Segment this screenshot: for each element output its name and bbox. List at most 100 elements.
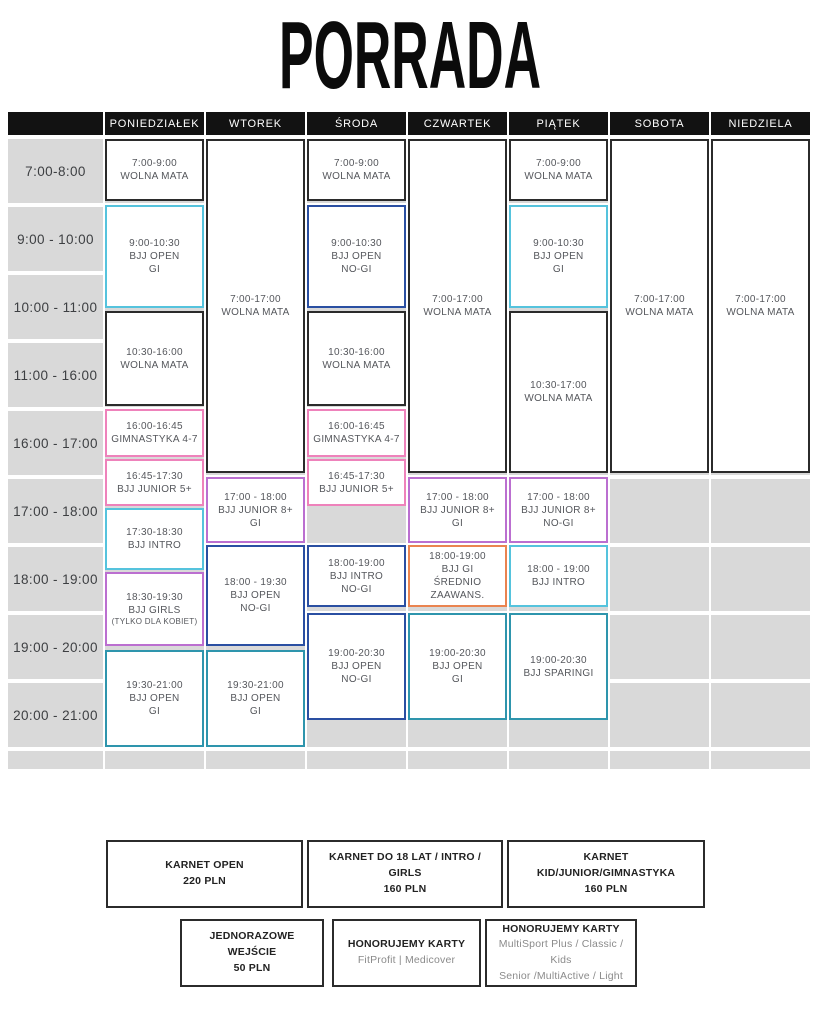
event-text-line: WOLNA MATA [322,171,391,182]
time-slot-label: 9:00 - 10:00 [8,207,103,271]
event-text-line: 16:00-16:45 [126,421,183,432]
event-text-line: WOLNA MATA [524,393,593,404]
event-text-line: 18:00 - 19:30 [224,577,287,588]
event-text-line: GI [451,517,464,529]
event-text-line: GIMNASTYKA 4-7 [313,434,400,445]
event-text-line: 17:00 - 18:00 [426,491,489,503]
event-text-line: WOLNA MATA [524,171,593,182]
grid-cell [610,615,709,679]
schedule-event: 16:45-17:30 BJJ JUNIOR 5+ [307,459,406,506]
event-text-line: 18:00 - 19:00 [527,564,590,575]
event-text-line: GIMNASTYKA 4-7 [111,434,198,445]
event-text-line: 7:00-17:00 [432,294,483,305]
grid-cell [711,683,810,747]
day-header-4: CZWARTEK [408,112,507,135]
event-text-line: BJJ INTRO [329,570,384,582]
event-text-line: NO-GI [341,264,372,275]
price-box-title: HONORUJEMY KARTY [502,922,620,935]
grid-cell [610,479,709,543]
event-text-line: 16:45-17:30 [126,470,183,482]
event-text-line: BJJ SPARINGI [523,667,594,679]
time-slot-label: 10:00 - 11:00 [8,275,103,339]
price-box: HONORUJEMY KARTY MultiSport Plus / Classi… [485,919,637,987]
price-box-title: 160 PLN [383,882,427,895]
schedule-event: 16:45-17:30 BJJ JUNIOR 5+ [105,459,204,506]
event-text-line: WOLNA MATA [322,359,391,371]
schedule-event: 16:00-16:45 GIMNASTYKA 4-7 [307,409,406,457]
day-header-5: PIĄTEK [509,112,608,135]
price-box-subtitle: Senior /MultiActive / Light [499,969,623,982]
event-text-line: BJJ JUNIOR 8+ [420,504,495,516]
event-text-line: 7:00-9:00 [132,158,177,169]
time-slot-label: 19:00 - 20:00 [8,615,103,679]
event-text-line: BJJ OPEN [533,251,584,262]
schedule-event: 10:30-16:00 WOLNA MATA [307,311,406,406]
event-text-line: NO-GI [543,517,574,529]
schedule-event: 18:00 - 19:00 BJJ INTRO [509,545,608,607]
price-box-title: HONORUJEMY KARTY [347,938,466,951]
event-text-line: BJJ JUNIOR 5+ [319,483,394,495]
schedule-event: 19:30-21:00 BJJ OPEN GI [105,650,204,747]
day-header-7: NIEDZIELA [711,112,810,135]
grid-cell [711,751,810,769]
event-text-line: BJJ OPEN [230,590,281,601]
event-text-line: 18:00-19:00 [429,551,486,562]
event-text-line: GI [249,706,262,717]
grid-cell [509,751,608,769]
event-text-line: BJJ GIRLS [128,604,181,616]
event-text-line: 9:00-10:30 [129,238,180,249]
logo-text: PORRADA [279,10,541,102]
event-text-line: 17:00 - 18:00 [527,491,590,503]
event-text-line: 17:00 - 18:00 [224,491,287,503]
grid-cell [105,751,204,769]
event-text-line: BJJ OPEN [129,251,180,262]
price-box-title: JEDNORAZOWE WEJŚCIE [209,930,295,959]
grid-cell [408,751,507,769]
price-box: JEDNORAZOWE WEJŚCIE 50 PLN [180,919,324,987]
event-text-line: 18:30-19:30 [126,591,183,603]
schedule-event: 7:00-9:00 WOLNA MATA [105,139,204,201]
price-box-title: KARNET DO 18 LAT / INTRO / GIRLS [328,851,481,880]
event-text-line: BJJ OPEN [129,693,180,704]
event-text-line: 19:30-21:00 [227,680,284,691]
event-text-line: NO-GI [341,674,372,685]
logo: PORRADA [0,2,819,109]
event-text-line: 7:00-9:00 [334,158,379,169]
schedule-event: 7:00-9:00 WOLNA MATA [509,139,608,201]
price-box: HONORUJEMY KARTY FitProfit | Medicover [332,919,481,987]
schedule-event: 17:00 - 18:00 BJJ JUNIOR 8+ GI [408,477,507,543]
time-slot-label: 11:00 - 16:00 [8,343,103,407]
schedule-event: 7:00-17:00 WOLNA MATA [206,139,305,473]
price-box: KARNET DO 18 LAT / INTRO / GIRLS 160 PLN [307,840,503,908]
schedule-event: 16:00-16:45 GIMNASTYKA 4-7 [105,409,204,457]
event-text-line: 17:30-18:30 [126,527,183,538]
schedule-event: 17:00 - 18:00 BJJ JUNIOR 8+ GI [206,477,305,543]
schedule-event: 17:00 - 18:00 BJJ JUNIOR 8+ NO-GI [509,477,608,543]
corner-cell [8,112,103,135]
event-text-line: NO-GI [341,583,372,595]
price-box: KARNET OPEN 220 PLN [106,840,303,908]
grid-cell [206,751,305,769]
price-box-title: 50 PLN [233,961,271,974]
event-text-line: 19:00-20:30 [429,648,486,659]
event-text-line: 9:00-10:30 [533,238,584,249]
schedule-event: 19:00-20:30 BJJ SPARINGI [509,613,608,720]
event-text-line: BJJ JUNIOR 5+ [117,483,192,495]
schedule-event: 18:30-19:30 BJJ GIRLS (TYLKO DLA KOBIET) [105,572,204,646]
schedule-event: 19:00-20:30 BJJ OPEN GI [408,613,507,720]
event-text-line: BJJ JUNIOR 8+ [218,504,293,516]
event-text-line: BJJ OPEN [331,661,382,672]
event-text-line: 19:00-20:30 [530,654,587,666]
event-text-line: 10:30-17:00 [530,380,587,391]
schedule-event: 7:00-17:00 WOLNA MATA [610,139,709,473]
event-text-line: 10:30-16:00 [328,346,385,358]
event-text-line: 7:00-17:00 [634,294,685,305]
event-text-line: 19:00-20:30 [328,648,385,659]
time-slot-label: 20:00 - 21:00 [8,683,103,747]
event-text-line: (TYLKO DLA KOBIET) [111,616,198,626]
day-header-6: SOBOTA [610,112,709,135]
grid-cell [307,751,406,769]
event-text-line: 18:00-19:00 [328,557,385,569]
grid-cell [711,547,810,611]
event-text-line: 19:30-21:00 [126,680,183,691]
